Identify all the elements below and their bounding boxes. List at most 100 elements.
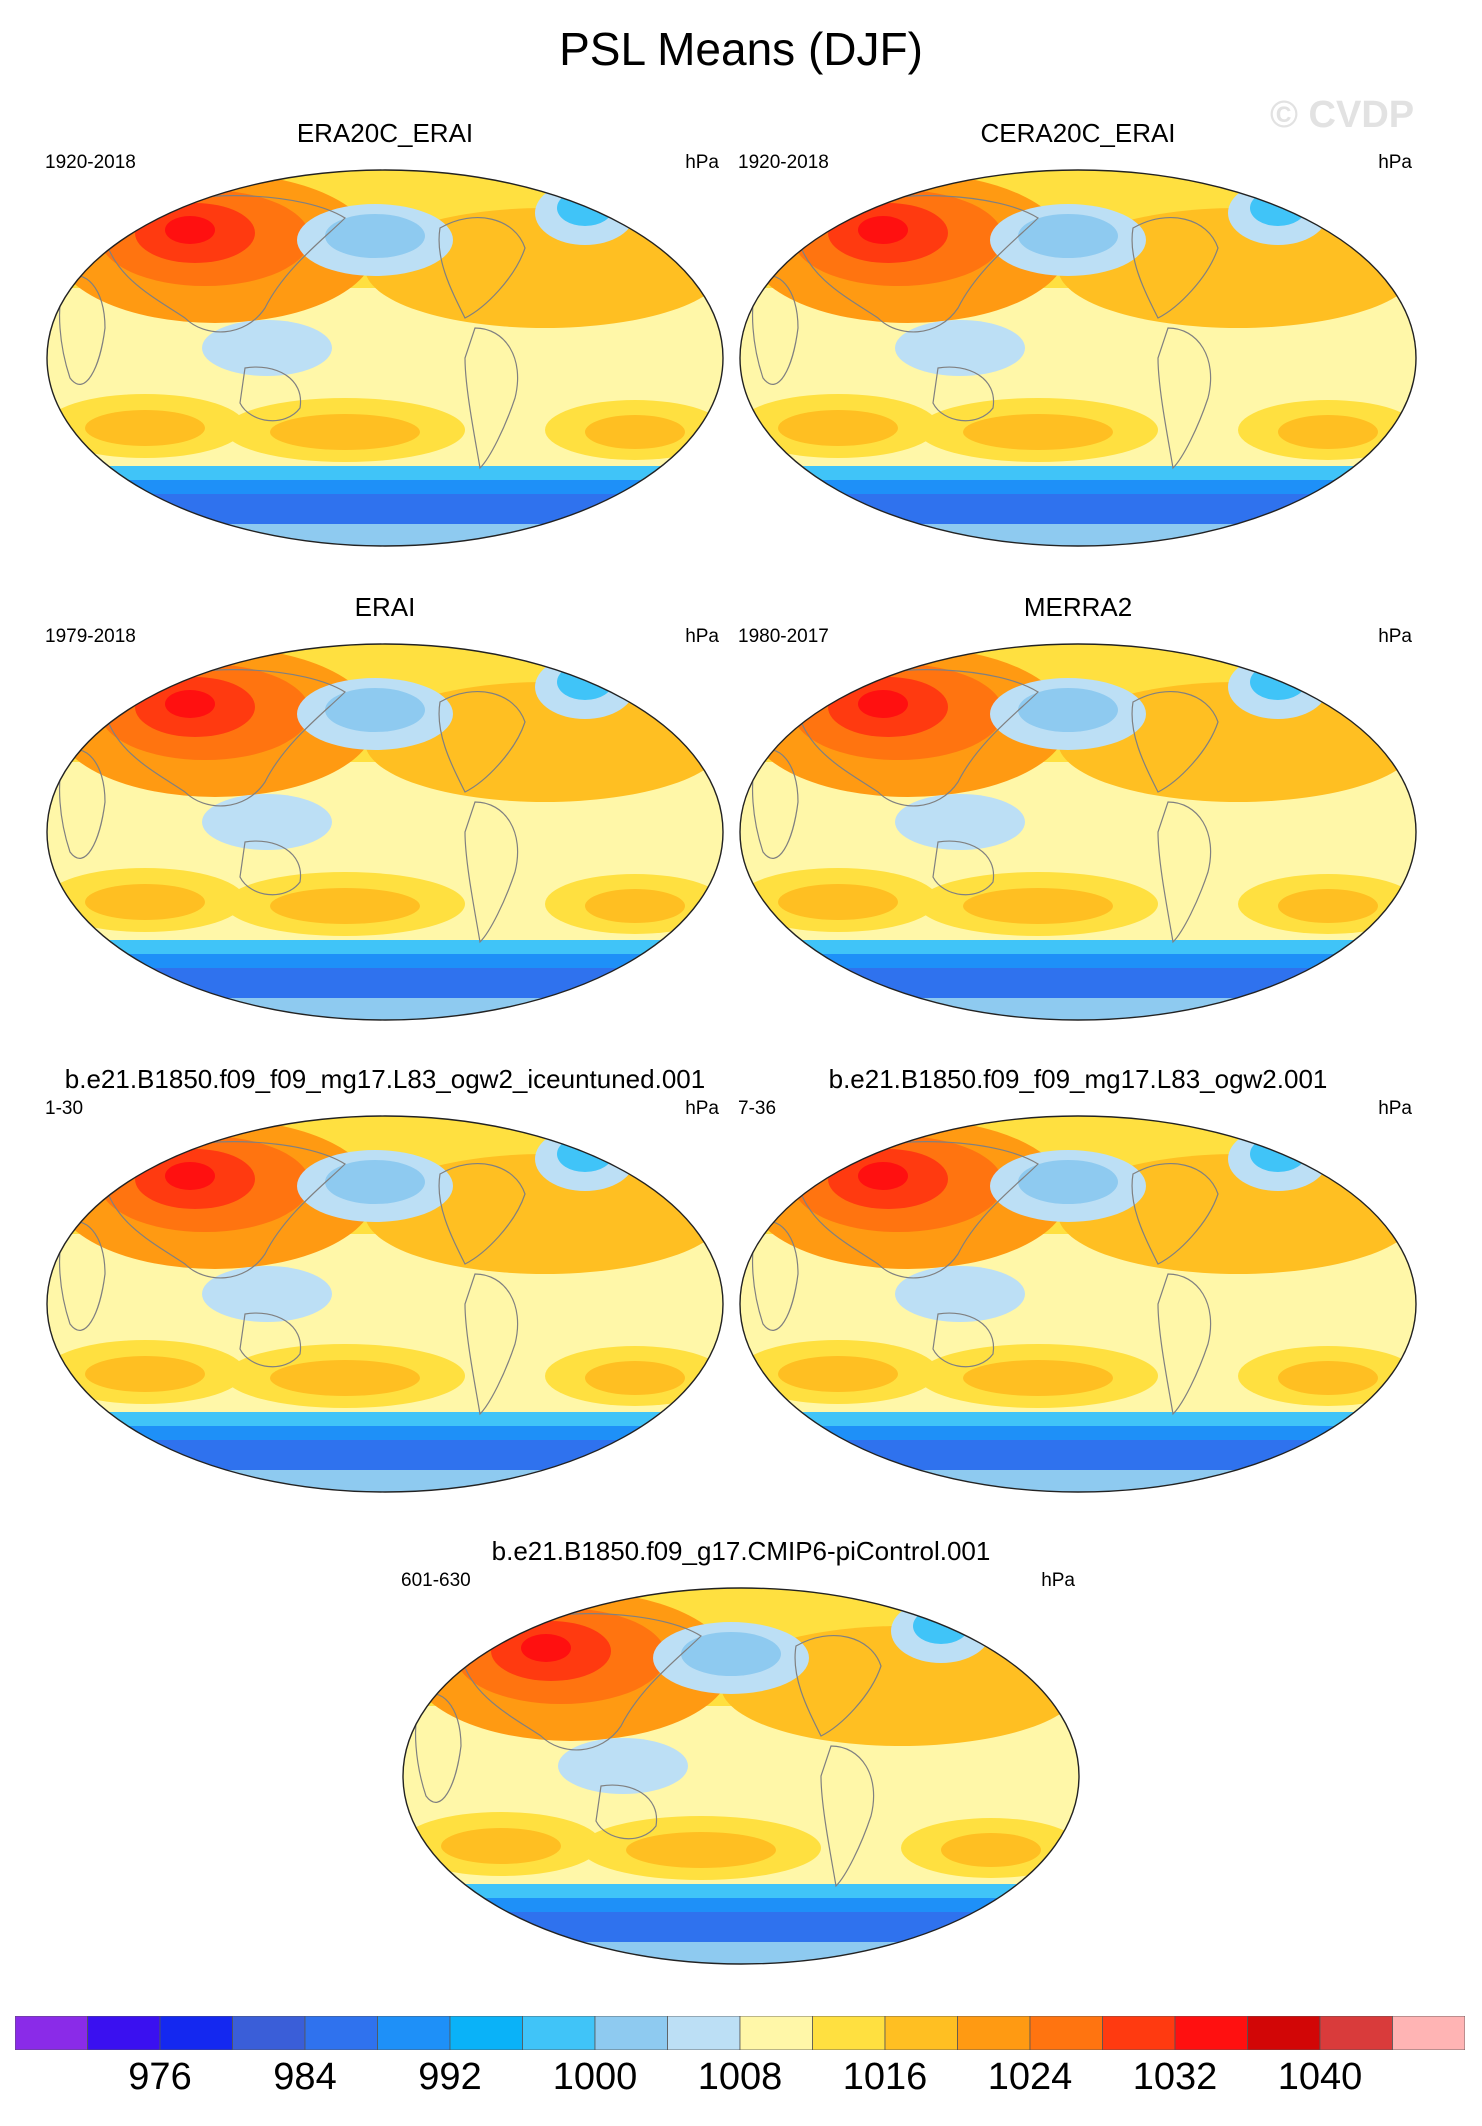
icelandic-low: [557, 664, 613, 700]
southern-low-band-core: [740, 494, 1416, 524]
panel-title: MERRA2: [1023, 592, 1133, 622]
continent-outline: [939, 1601, 1002, 1632]
continent-outline: [58, 1220, 106, 1331]
globe-border: [46, 169, 724, 547]
colorbar-swatch: [812, 2016, 886, 2050]
psl-field: [47, 1116, 723, 1492]
panel-years: 1-30: [45, 1098, 84, 1119]
aleutian-low: [1018, 688, 1118, 732]
map-panel-iceuntuned: b.e21.B1850.f09_f09_mg17.L83_ogw2_iceunt…: [45, 1064, 725, 1504]
continent-outline: [104, 195, 346, 333]
continent-outline: [464, 801, 519, 944]
south-indian-high: [85, 1356, 205, 1392]
colorbar-swatch: [1319, 2016, 1393, 2050]
icelandic-low: [1250, 190, 1306, 226]
colorbar-swatch: [1392, 2016, 1465, 2050]
continent-outline: [460, 1613, 702, 1751]
continent-outline: [797, 669, 1039, 807]
colorbar-label: 984: [273, 2056, 337, 2098]
continent-outline: [595, 1784, 658, 1840]
figure-title: PSL Means (DJF): [559, 23, 923, 75]
globe-border: [739, 1115, 1417, 1493]
colorbar-label: 1016: [842, 2056, 928, 2098]
panel-title: b.e21.B1850.f09_f09_mg17.L83_ogw2_iceunt…: [64, 1064, 706, 1094]
antarctic-pressure: [740, 1470, 1416, 1492]
antarctic-pressure: [47, 998, 723, 1020]
psl-map: [739, 1115, 1417, 1493]
colorbar-swatch: [1174, 2016, 1248, 2050]
south-indian-high: [778, 410, 898, 446]
siberian-high-core: [165, 1162, 215, 1190]
south-pacific-high: [626, 1832, 776, 1868]
colorbar-label: 1040: [1277, 2056, 1363, 2098]
south-atlantic-high: [585, 889, 685, 923]
continent-outline: [932, 840, 995, 896]
colorbar-swatch: [304, 2016, 378, 2050]
south-pacific-high: [270, 888, 420, 924]
colorbar-swatch: [522, 2016, 596, 2050]
continent-outline: [1276, 657, 1339, 688]
map-panel-merra2: MERRA2 1980-2017 hPa: [738, 592, 1418, 1032]
panel-title: b.e21.B1850.f09_f09_mg17.L83_ogw2.001: [828, 1064, 1328, 1094]
aleutian-low: [1018, 1160, 1118, 1204]
southern-low-band-core: [403, 1912, 1079, 1942]
continent-outline: [104, 669, 346, 807]
globe-border: [739, 643, 1417, 1021]
continent-outline: [797, 1141, 1039, 1279]
continent-outline: [1276, 183, 1339, 214]
antarctic-pressure: [740, 998, 1416, 1020]
continent-outline: [751, 748, 799, 859]
continent-outline: [1276, 1129, 1339, 1160]
colorbar-swatch: [957, 2016, 1031, 2050]
continent-outline: [794, 1635, 882, 1737]
panel-title: CERA20C_ERAI: [980, 118, 1176, 148]
continent-outline: [583, 657, 646, 688]
panel-units: hPa: [685, 152, 719, 173]
colorbar-label: 1008: [697, 2056, 783, 2098]
siberian-high-core: [165, 216, 215, 244]
panel-title: b.e21.B1850.f09_g17.CMIP6-piControl.001: [491, 1536, 991, 1566]
panel-units: hPa: [1378, 626, 1412, 647]
colorbar-swatch: [594, 2016, 668, 2050]
continent-outline: [797, 195, 1039, 333]
colorbar-swatch: [884, 2016, 958, 2050]
continent-outline: [583, 1129, 646, 1160]
south-indian-high: [778, 1356, 898, 1392]
south-pacific-high: [270, 414, 420, 450]
panel-units: hPa: [1378, 152, 1412, 173]
south-indian-high: [441, 1828, 561, 1864]
colorbar-swatch: [377, 2016, 451, 2050]
maritime-continent-low: [202, 1266, 332, 1322]
psl-map: [46, 1115, 724, 1493]
panel-years: 601-630: [401, 1570, 471, 1591]
continent-outline: [751, 1220, 799, 1331]
colorbar-swatch: [1247, 2016, 1321, 2050]
southern-low-band-core: [740, 968, 1416, 998]
continent-outline: [438, 217, 526, 319]
continent-outline: [414, 1692, 462, 1803]
continent-outline: [751, 274, 799, 385]
southern-low-band-core: [47, 1440, 723, 1470]
continent-outline: [58, 274, 106, 385]
continent-outline: [58, 748, 106, 859]
siberian-high-core: [521, 1634, 571, 1662]
globe-border: [739, 169, 1417, 547]
southern-low-band-core: [47, 968, 723, 998]
south-atlantic-high: [941, 1833, 1041, 1867]
colorbar-label: 1000: [552, 2056, 638, 2098]
continent-outline: [932, 1312, 995, 1368]
siberian-high-core: [858, 216, 908, 244]
continent-outline: [1157, 801, 1212, 944]
continent-outline: [820, 1745, 875, 1888]
siberian-high-core: [165, 690, 215, 718]
map-panel-cera20c-erai: CERA20C_ERAI 1920-2018 hPa: [738, 118, 1418, 558]
aleutian-low: [325, 1160, 425, 1204]
colorbar-swatch: [232, 2016, 306, 2050]
continent-outline: [1131, 691, 1219, 793]
panel-units: hPa: [685, 626, 719, 647]
icelandic-low: [1250, 1136, 1306, 1172]
icelandic-low: [557, 190, 613, 226]
aleutian-low: [1018, 214, 1118, 258]
colorbar-label: 992: [418, 2056, 482, 2098]
south-pacific-high: [270, 1360, 420, 1396]
